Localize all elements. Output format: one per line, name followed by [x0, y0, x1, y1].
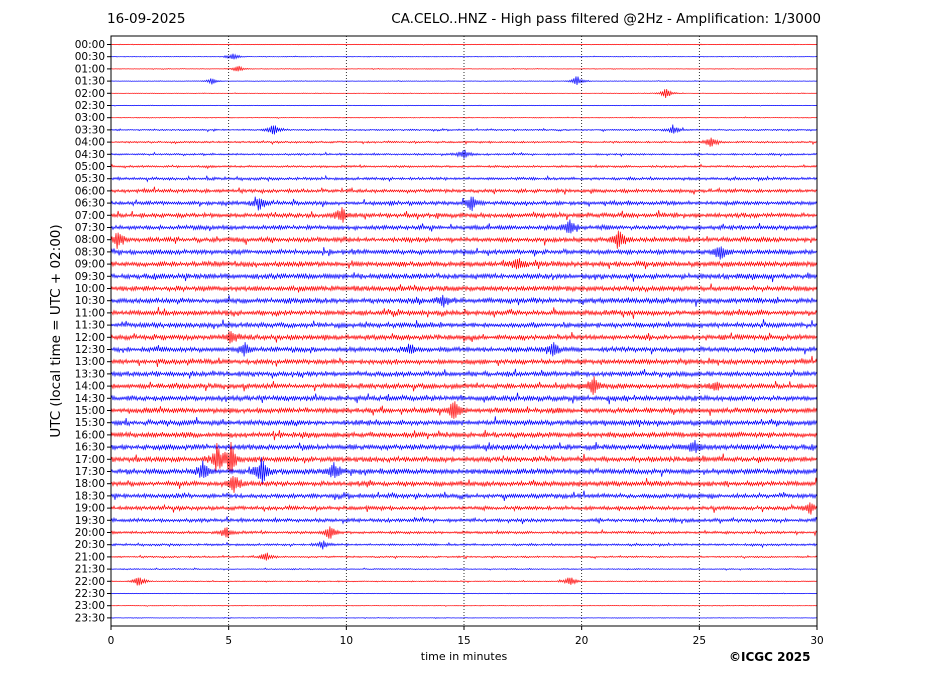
y-tick-label: 05:30: [75, 173, 105, 185]
trace-07-00: [110, 207, 818, 223]
trace-09-00: [110, 258, 818, 270]
trace-18-00: [110, 475, 818, 493]
copyright-label: ©ICGC 2025: [729, 650, 811, 664]
y-tick-label: 11:30: [75, 320, 105, 332]
trace-17-30: [110, 457, 818, 486]
y-tick-label: 17:30: [75, 466, 105, 478]
y-tick-label: 14:00: [75, 381, 105, 393]
trace-12-00: [110, 331, 818, 344]
y-tick-label: 06:30: [75, 198, 105, 210]
y-tick-label: 08:30: [75, 246, 105, 258]
y-tick-label: 10:30: [75, 295, 105, 307]
y-axis: 00:0000:3001:0001:3002:0002:3003:0003:30…: [75, 39, 111, 624]
y-tick-label: 21:30: [75, 564, 105, 576]
y-tick-label: 20:00: [75, 527, 105, 539]
grid-lines: [228, 36, 700, 626]
y-tick-label: 02:00: [75, 88, 105, 100]
y-tick-label: 19:30: [75, 515, 105, 527]
y-tick-label: 23:30: [75, 612, 105, 624]
y-tick-label: 00:00: [75, 39, 105, 51]
y-tick-label: 18:00: [75, 478, 105, 490]
trace-13-30: [110, 368, 818, 379]
y-tick-label: 16:00: [75, 429, 105, 441]
trace-04-30: [110, 149, 818, 159]
x-tick-label: 15: [457, 635, 470, 647]
y-tick-label: 11:00: [75, 307, 105, 319]
trace-01-30: [110, 76, 818, 86]
y-tick-label: 13:30: [75, 368, 105, 380]
y-tick-label: 15:00: [75, 405, 105, 417]
y-tick-label: 06:00: [75, 185, 105, 197]
y-tick-label: 03:30: [75, 124, 105, 136]
y-tick-label: 13:00: [75, 356, 105, 368]
y-tick-label: 01:30: [75, 76, 105, 88]
x-tick-label: 5: [225, 635, 232, 647]
trace-11-30: [110, 319, 818, 330]
y-tick-label: 09:30: [75, 271, 105, 283]
y-tick-label: 17:00: [75, 454, 105, 466]
y-tick-label: 16:30: [75, 442, 105, 454]
trace-19-30: [110, 516, 818, 525]
trace-00-00: [110, 43, 818, 46]
y-tick-label: 23:00: [75, 600, 105, 612]
trace-22-30: [110, 592, 818, 595]
trace-00-30: [110, 53, 818, 60]
trace-16-30: [110, 439, 818, 454]
y-tick-label: 15:30: [75, 417, 105, 429]
y-tick-label: 19:00: [75, 503, 105, 515]
trace-16-00: [110, 429, 818, 441]
y-tick-label: 00:30: [75, 51, 105, 63]
x-tick-label: 10: [340, 635, 353, 647]
trace-21-30: [110, 567, 818, 571]
trace-17-00: [110, 441, 818, 474]
trace-04-00: [110, 137, 818, 147]
trace-group: [110, 43, 818, 619]
trace-09-30: [110, 272, 818, 283]
y-tick-label: 12:30: [75, 344, 105, 356]
y-tick-label: 12:00: [75, 332, 105, 344]
y-tick-label: 20:30: [75, 539, 105, 551]
x-tick-label: 0: [108, 635, 115, 647]
y-tick-label: 09:00: [75, 259, 105, 271]
y-tick-label: 22:30: [75, 588, 105, 600]
y-tick-label: 21:00: [75, 551, 105, 563]
x-tick-label: 20: [575, 635, 588, 647]
x-axis: 0 5 10 15 20 25 30: [108, 626, 824, 647]
y-tick-label: 07:00: [75, 210, 105, 222]
trace-05-30: [110, 174, 818, 183]
y-tick-label: 07:30: [75, 222, 105, 234]
y-tick-label: 03:00: [75, 112, 105, 124]
y-tick-label: 01:00: [75, 63, 105, 75]
trace-06-00: [110, 186, 818, 195]
date-label: 16-09-2025: [107, 11, 186, 27]
y-tick-label: 22:00: [75, 576, 105, 588]
trace-15-00: [110, 401, 818, 419]
trace-21-00: [110, 552, 818, 561]
trace-10-30: [110, 294, 818, 308]
y-tick-label: 18:30: [75, 490, 105, 502]
x-tick-label: 30: [810, 635, 823, 647]
trace-07-30: [110, 219, 818, 234]
x-axis-label: time in minutes: [420, 650, 508, 663]
trace-23-00: [110, 604, 818, 607]
trace-20-00: [110, 526, 818, 539]
chart-title: CA.CELO..HNZ - High pass filtered @2Hz -…: [391, 11, 821, 27]
y-tick-label: 04:30: [75, 149, 105, 161]
trace-22-00: [110, 577, 818, 586]
trace-05-00: [110, 163, 818, 170]
y-tick-label: 04:00: [75, 137, 105, 149]
y-axis-label: UTC (local time = UTC + 02:00): [48, 224, 64, 438]
trace-20-30: [110, 540, 818, 550]
y-tick-label: 02:30: [75, 100, 105, 112]
y-tick-label: 10:00: [75, 283, 105, 295]
y-tick-label: 05:00: [75, 161, 105, 173]
trace-08-30: [110, 246, 818, 260]
trace-14-00: [110, 376, 818, 395]
x-tick-label: 25: [693, 635, 706, 647]
y-tick-label: 14:30: [75, 393, 105, 405]
y-tick-label: 08:00: [75, 234, 105, 246]
